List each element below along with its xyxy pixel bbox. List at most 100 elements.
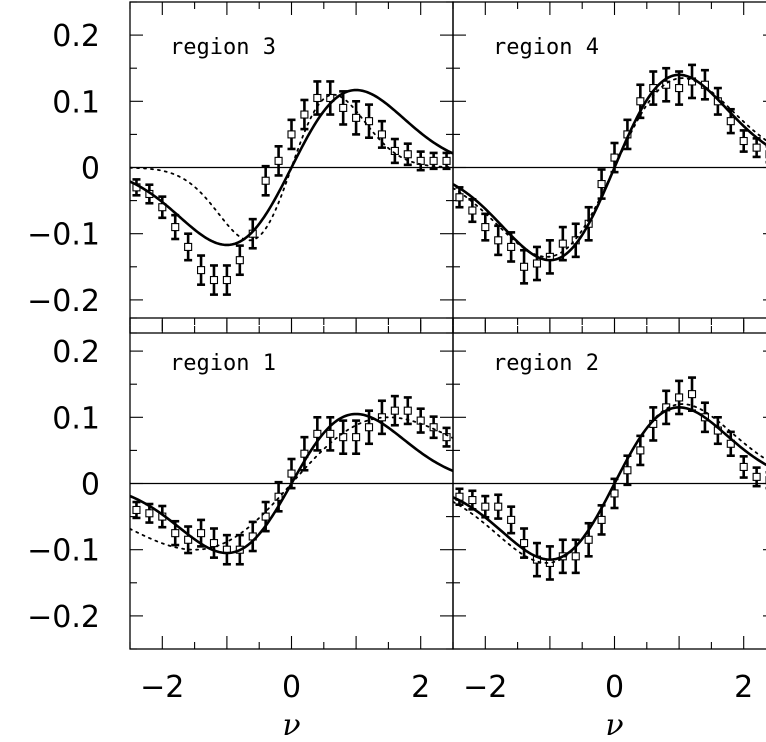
model-curve-dotted — [130, 93, 453, 242]
model-curve-solid — [130, 88, 453, 247]
data-point — [261, 176, 270, 185]
x-tick-label: 2 — [734, 670, 753, 705]
data-point — [197, 266, 206, 275]
plot-area — [130, 394, 453, 566]
y-tick-label: 0.2 — [52, 19, 100, 54]
data-point — [442, 433, 451, 442]
data-point — [364, 117, 374, 126]
data-point — [507, 242, 516, 251]
data-point — [300, 110, 309, 119]
data-point — [623, 466, 632, 475]
data-point — [145, 509, 154, 518]
data-point — [494, 236, 503, 245]
x-axis-label: ν — [605, 708, 623, 742]
data-point — [468, 206, 477, 215]
data-point — [287, 469, 296, 478]
panel-region-2: region 2 — [452, 317, 766, 650]
data-point — [442, 156, 451, 165]
model-curve-dotted — [453, 77, 766, 258]
data-point — [352, 433, 361, 442]
data-point — [403, 406, 412, 415]
data-point — [675, 84, 684, 93]
region-label: region 2 — [493, 351, 599, 376]
data-point — [752, 472, 761, 481]
y-tick-label: −0.2 — [27, 284, 100, 319]
data-point — [481, 502, 490, 511]
data-point — [520, 262, 529, 271]
region-label: region 3 — [170, 35, 276, 60]
x-axis-label: ν — [282, 708, 300, 742]
data-point — [197, 529, 206, 538]
y-tick-label: −0.1 — [27, 534, 100, 569]
data-point — [610, 489, 619, 498]
data-point — [261, 512, 270, 521]
data-point — [364, 423, 374, 432]
data-point — [571, 552, 580, 561]
x-tick-label: −2 — [463, 670, 507, 705]
data-point — [520, 539, 529, 548]
y-tick-label: 0 — [81, 468, 100, 503]
data-point — [339, 103, 348, 112]
y-tick-label: 0.1 — [52, 85, 100, 120]
data-point — [313, 429, 322, 438]
data-point — [662, 80, 671, 89]
data-point — [752, 143, 761, 152]
data-point — [132, 505, 141, 515]
model-curve-solid — [453, 406, 766, 561]
data-point — [274, 156, 283, 165]
panel-region-4: region 4 — [452, 1, 766, 334]
panel-region-3: region 3 — [129, 1, 454, 334]
data-point — [184, 535, 193, 544]
y-tick-label: 0.2 — [52, 335, 100, 370]
data-point — [429, 156, 438, 165]
data-point — [390, 406, 399, 415]
data-point — [390, 146, 399, 155]
data-point — [584, 535, 593, 544]
data-point — [739, 136, 748, 146]
x-tick-label: 0 — [605, 670, 624, 705]
region-label: region 1 — [170, 351, 276, 376]
data-point — [209, 539, 219, 548]
data-point — [468, 495, 477, 505]
data-point — [558, 239, 567, 248]
data-point — [209, 275, 219, 285]
region-label: region 4 — [493, 35, 599, 60]
data-point — [235, 256, 244, 265]
model-curve-solid — [453, 73, 766, 262]
y-tick-label: 0 — [81, 152, 100, 187]
data-point — [403, 150, 412, 159]
data-point — [171, 529, 180, 538]
data-point — [377, 130, 386, 139]
y-tick-label: −0.2 — [27, 600, 100, 635]
data-point — [455, 193, 464, 202]
data-point — [687, 390, 697, 399]
data-point — [739, 462, 748, 472]
panel-region-1: region 1 — [129, 317, 454, 650]
data-point — [494, 502, 503, 511]
x-tick-label: −2 — [140, 670, 184, 705]
data-point — [532, 259, 542, 268]
data-point — [481, 223, 490, 232]
model-curve-dotted — [130, 416, 453, 551]
data-point — [507, 515, 516, 524]
plot-area — [453, 376, 766, 581]
data-point — [636, 446, 645, 455]
plot-area — [130, 80, 453, 296]
x-tick-label: 0 — [282, 670, 301, 705]
data-point — [326, 93, 335, 103]
data-point — [287, 130, 296, 139]
data-point — [274, 492, 283, 501]
x-tick-label: 2 — [411, 670, 430, 705]
data-point — [429, 423, 438, 432]
data-point — [636, 97, 645, 106]
y-tick-label: −0.1 — [27, 218, 100, 253]
plot-area — [453, 63, 766, 285]
data-point — [352, 113, 361, 122]
data-point — [597, 515, 606, 524]
data-point — [222, 275, 231, 285]
data-point — [726, 117, 735, 126]
data-point — [326, 429, 335, 438]
data-point — [184, 242, 193, 251]
y-tick-label: 0.1 — [52, 401, 100, 436]
